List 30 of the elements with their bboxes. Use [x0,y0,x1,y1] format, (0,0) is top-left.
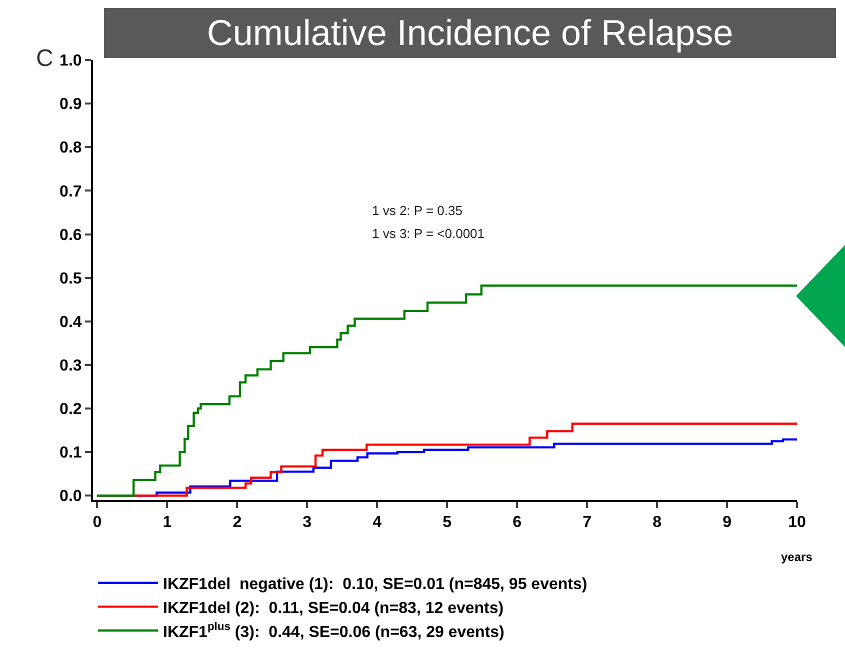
y-tick-label: 0.1 [60,444,82,462]
x-tick-label: 8 [652,514,662,532]
legend-label: IKZF1del negative (1): 0.10, SE=0.01 (n=845, 95 events) [163,576,588,594]
x-tick-label: 4 [372,514,382,532]
x-tick-label: 1 [162,514,172,532]
y-tick-label: 0.0 [60,488,82,506]
x-tick-label: 9 [722,514,732,532]
y-tick-label: 0.2 [60,401,82,418]
x-tick-label: 0 [92,514,102,532]
x-tick-label: 2 [232,514,242,532]
x-tick-label: 5 [442,514,452,532]
x-axis-title: years [781,550,813,564]
y-tick-label: 0.6 [60,226,82,244]
x-tick-label: 6 [512,514,522,532]
chart-title: Cumulative Incidence of Relapse [104,8,836,58]
annotation: 1 vs 3: P = <0.0001 [372,226,485,241]
text: C [36,45,54,72]
y-tick-label: 0.3 [60,358,82,375]
y-tick-label: 0.9 [60,96,82,114]
x-tick-label: 10 [788,514,806,532]
y-tick-label: 0.7 [60,183,82,200]
y-tick-label: 0.8 [60,140,82,157]
legend-label: IKZF1$^{plus}$ (3): 0.44, SE=0.06 (n=63, 29 events) [163,621,504,641]
y-tick-label: 0.4 [60,314,82,331]
annotation: 1 vs 2: P = 0.35 [372,203,462,218]
x-tick-label: 3 [302,514,312,532]
y-tick-label: 1.0 [60,52,82,70]
legend-label: IKZF1del (2): 0.11, SE=0.04 (n=83, 12 events) [163,600,504,617]
y-tick-label: 0.5 [60,270,82,288]
x-tick-label: 7 [582,514,592,532]
